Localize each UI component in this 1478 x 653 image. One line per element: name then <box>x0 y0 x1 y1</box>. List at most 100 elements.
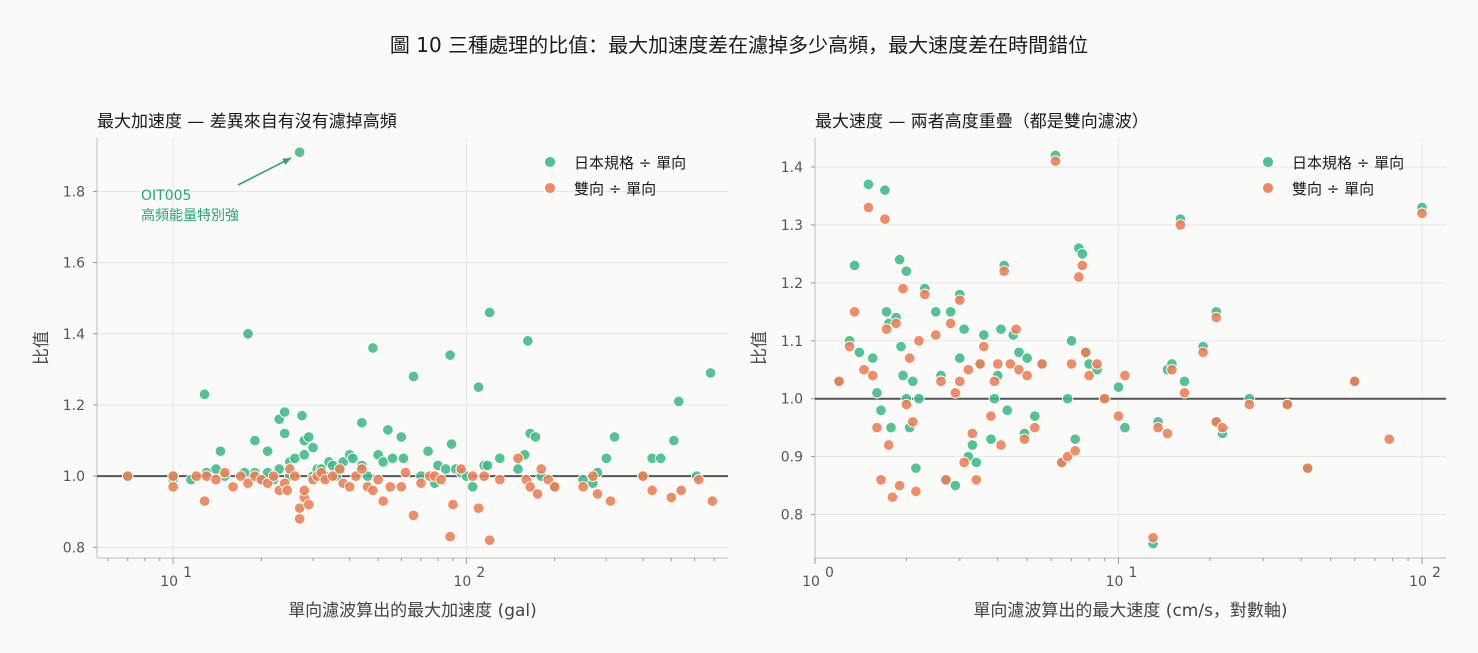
point-japan-standard <box>347 452 359 465</box>
point-bidirectional <box>384 481 397 493</box>
point-japan-standard <box>1029 410 1041 422</box>
point-japan-standard <box>407 370 420 383</box>
point-bidirectional <box>1197 346 1209 359</box>
point-japan-standard <box>704 367 717 379</box>
x-tick-exponent: 2 <box>1432 565 1441 581</box>
point-japan-standard <box>880 306 893 318</box>
y-tick-label: 1.4 <box>63 327 85 343</box>
point-japan-standard <box>885 421 897 434</box>
point-bidirectional <box>356 463 368 475</box>
point-japan-standard <box>1013 346 1025 359</box>
x-tick-label: 10 <box>1106 574 1124 590</box>
point-japan-standard <box>466 481 479 493</box>
point-bidirectional <box>1301 462 1314 474</box>
point-japan-standard <box>871 387 883 399</box>
point-japan-standard <box>1112 381 1125 393</box>
point-japan-standard <box>875 404 887 417</box>
point-bidirectional <box>1079 346 1092 359</box>
point-bidirectional <box>998 265 1010 277</box>
point-japan-standard <box>307 441 319 454</box>
point-japan-standard <box>1061 392 1074 405</box>
point-japan-standard <box>444 349 456 361</box>
point-bidirectional <box>167 470 179 482</box>
point-japan-standard <box>673 395 685 408</box>
point-japan-standard <box>278 406 291 418</box>
annotation-arrowhead <box>282 157 292 165</box>
point-japan-standard <box>293 146 306 158</box>
point-bidirectional <box>1216 421 1229 434</box>
point-bidirectional <box>587 470 599 482</box>
figure-title: 圖 10 三種處理的比值：最大加速度差在濾掉多少高頻，最大速度差在時間錯位 <box>390 33 1088 57</box>
point-bidirectional <box>988 375 1001 388</box>
y-tick-label: 1.1 <box>781 334 803 350</box>
point-bidirectional <box>1166 363 1178 376</box>
point-bidirectional <box>483 534 496 546</box>
point-japan-standard <box>367 342 379 354</box>
point-bidirectional <box>930 329 942 341</box>
x-tick-label: 10 <box>802 574 820 590</box>
point-bidirectional <box>395 481 408 493</box>
y-tick-label: 1.2 <box>63 398 85 414</box>
point-bidirectional <box>1119 369 1131 382</box>
point-bidirectional <box>472 502 485 514</box>
point-japan-standard <box>1065 335 1078 347</box>
point-japan-standard <box>930 306 942 318</box>
x-tick-label: 10 <box>453 574 471 590</box>
point-bidirectional <box>219 466 231 479</box>
point-bidirectional <box>974 358 986 370</box>
point-bidirectional <box>455 463 467 475</box>
point-bidirectional <box>289 470 301 482</box>
point-japan-standard <box>483 306 496 319</box>
point-japan-standard <box>954 352 966 364</box>
point-japan-standard <box>278 427 291 440</box>
point-bidirectional <box>293 513 306 525</box>
legend-label: 日本規格 ÷ 單向 <box>574 154 686 172</box>
point-japan-standard <box>949 479 962 492</box>
x-tick-exponent: 1 <box>1128 565 1137 581</box>
point-bidirectional <box>447 498 459 511</box>
x-tick-label: 10 <box>160 574 178 590</box>
y-tick-label: 1.8 <box>63 184 85 200</box>
x-axis-label: 單向濾波算出的最大加速度 (gal) <box>288 601 537 621</box>
point-bidirectional <box>210 473 222 486</box>
point-bidirectional <box>478 470 490 482</box>
point-bidirectional <box>302 498 315 511</box>
panel-title: 最大速度 — 兩者高度重疊（都是雙向濾波） <box>815 112 1149 132</box>
point-bidirectional <box>940 474 952 486</box>
point-bidirectional <box>1147 531 1159 544</box>
point-bidirectional <box>848 306 861 318</box>
point-bidirectional <box>1098 392 1111 405</box>
point-bidirectional <box>1061 450 1074 463</box>
point-bidirectional <box>1083 369 1095 382</box>
point-bidirectional <box>970 474 983 486</box>
point-bidirectional <box>1004 358 1017 370</box>
point-japan-standard <box>512 463 524 475</box>
point-bidirectional <box>407 509 420 522</box>
point-japan-standard <box>249 434 261 447</box>
point-bidirectional <box>577 481 589 493</box>
point-japan-standard <box>988 392 1001 405</box>
point-japan-standard <box>386 452 399 465</box>
point-japan-standard <box>242 328 254 340</box>
point-japan-standard <box>1069 433 1081 445</box>
point-bidirectional <box>1416 207 1428 220</box>
y-axis-label: 比值 <box>750 331 770 365</box>
acceleration-panel: 最大加速度 — 差異來自有沒有濾掉高頻 0.8 1.0 1.2 1.4 1.6 1.8 10 1… <box>32 112 728 621</box>
point-japan-standard <box>853 346 866 359</box>
point-japan-standard <box>995 323 1007 335</box>
y-tick-label: 1.2 <box>781 276 803 292</box>
point-bidirectional <box>985 410 997 422</box>
y-tick-label: 1.0 <box>781 392 803 408</box>
point-japan-standard <box>978 329 990 341</box>
point-bidirectional <box>524 481 536 493</box>
point-japan-standard <box>214 445 227 457</box>
point-bidirectional <box>833 375 845 388</box>
x-tick-exponent: 1 <box>183 565 192 581</box>
point-japan-standard <box>608 431 621 443</box>
velocity-panel: 最大速度 — 兩者高度重疊（都是雙向濾波） 0.8 0.9 1.0 1.1 1.2 1.3 1… <box>750 112 1446 621</box>
point-bidirectional <box>890 317 902 330</box>
point-bidirectional <box>1069 445 1081 457</box>
point-japan-standard <box>900 265 913 277</box>
legend-marker <box>544 182 556 194</box>
point-bidirectional <box>377 495 389 507</box>
